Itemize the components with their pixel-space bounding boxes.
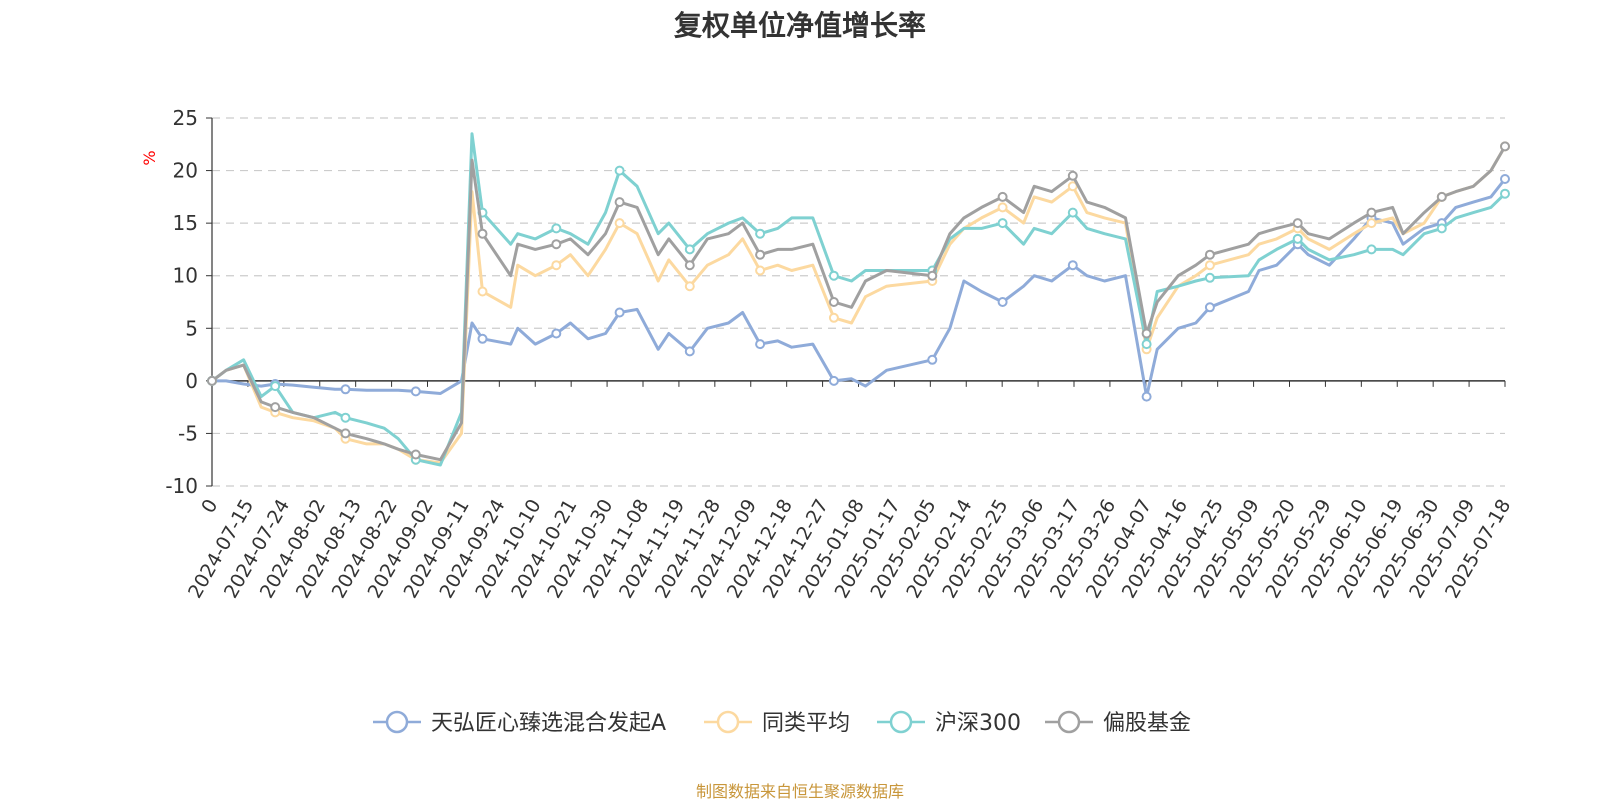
- data-point: [1500, 141, 1510, 152]
- data-point: [1204, 249, 1215, 260]
- legend-marker: [716, 710, 740, 734]
- data-point: [1204, 260, 1215, 271]
- data-point: [1204, 272, 1215, 283]
- data-point: [1204, 302, 1215, 313]
- data-point: [477, 228, 488, 239]
- data-point: [828, 270, 839, 281]
- y-tick-label: 5: [185, 316, 198, 340]
- series-1: [207, 141, 1510, 465]
- legend-marker: [889, 710, 913, 734]
- data-point: [410, 449, 421, 460]
- data-point: [1141, 339, 1152, 350]
- data-point: [270, 381, 281, 392]
- data-point: [614, 218, 625, 229]
- data-point: [340, 412, 351, 423]
- data-point: [270, 402, 281, 413]
- data-point: [828, 312, 839, 323]
- data-point: [684, 260, 695, 271]
- data-point: [477, 333, 488, 344]
- data-point: [927, 270, 938, 281]
- y-tick-label: 25: [173, 106, 198, 130]
- data-point: [551, 223, 562, 234]
- data-point: [1141, 391, 1152, 402]
- y-tick-label: -5: [178, 421, 198, 445]
- data-point: [340, 384, 351, 395]
- legend-item-2[interactable]: 沪深300: [877, 710, 1021, 736]
- series-lines: [207, 132, 1510, 467]
- data-point: [614, 197, 625, 208]
- y-tick-label: 10: [173, 264, 198, 288]
- data-point: [551, 260, 562, 271]
- data-point: [1366, 207, 1377, 218]
- data-point: [755, 249, 766, 260]
- data-source-note: 制图数据来自恒生聚源数据库: [695, 782, 904, 801]
- x-tick-label: 0: [197, 496, 222, 517]
- data-point: [755, 228, 766, 239]
- data-point: [207, 375, 217, 386]
- data-point: [997, 218, 1008, 229]
- data-point: [1500, 188, 1510, 199]
- legend: 天弘匠心臻选混合发起A 同类平均 沪深300 偏股基金: [373, 710, 1191, 736]
- series-3: [207, 141, 1510, 462]
- data-point: [551, 239, 562, 250]
- data-point: [684, 346, 695, 357]
- series-2: [207, 132, 1510, 467]
- series-line: [211, 145, 1507, 465]
- data-point: [997, 297, 1008, 307]
- data-point: [927, 354, 938, 365]
- series-line: [211, 132, 1507, 467]
- data-point: [410, 386, 421, 397]
- y-axis-unit: %: [140, 150, 159, 165]
- grid-lines: [212, 117, 1505, 487]
- data-point: [1067, 207, 1078, 218]
- axes: 2520151050-5-10%02024-07-152024-07-24202…: [140, 106, 1515, 602]
- data-point: [477, 286, 488, 297]
- chart-title: 复权单位净值增长率: [673, 9, 926, 42]
- data-point: [684, 244, 695, 255]
- y-tick-label: -10: [165, 474, 198, 498]
- data-point: [828, 297, 839, 307]
- data-point: [551, 328, 562, 339]
- legend-label: 同类平均: [762, 711, 850, 736]
- legend-marker: [1057, 710, 1081, 734]
- series-0: [207, 174, 1510, 402]
- data-point: [614, 165, 625, 176]
- data-point: [1067, 260, 1078, 271]
- legend-item-3[interactable]: 偏股基金: [1045, 710, 1191, 736]
- data-point: [1436, 223, 1447, 234]
- data-point: [1067, 170, 1078, 181]
- data-point: [997, 191, 1008, 202]
- data-point: [755, 339, 766, 350]
- legend-marker: [385, 710, 409, 734]
- data-point: [1292, 218, 1303, 229]
- data-point: [340, 428, 351, 439]
- series-line: [212, 178, 1507, 399]
- data-point: [684, 281, 695, 292]
- data-point: [1366, 218, 1377, 229]
- data-point: [755, 265, 766, 276]
- data-point: [1366, 244, 1377, 255]
- legend-label: 天弘匠心臻选混合发起A: [431, 711, 666, 736]
- legend-item-0[interactable]: 天弘匠心臻选混合发起A: [373, 710, 666, 736]
- y-tick-label: 0: [185, 369, 198, 393]
- data-point: [1436, 191, 1447, 202]
- legend-label: 偏股基金: [1103, 711, 1191, 736]
- data-point: [1141, 328, 1152, 339]
- series-line: [211, 145, 1507, 462]
- y-tick-label: 15: [173, 211, 198, 235]
- data-point: [614, 307, 625, 318]
- y-tick-label: 20: [173, 159, 198, 183]
- data-point: [997, 202, 1008, 213]
- data-point: [828, 375, 839, 386]
- data-point: [1500, 174, 1510, 184]
- data-point: [1292, 233, 1303, 244]
- legend-label: 沪深300: [935, 711, 1021, 736]
- legend-item-1[interactable]: 同类平均: [704, 710, 850, 736]
